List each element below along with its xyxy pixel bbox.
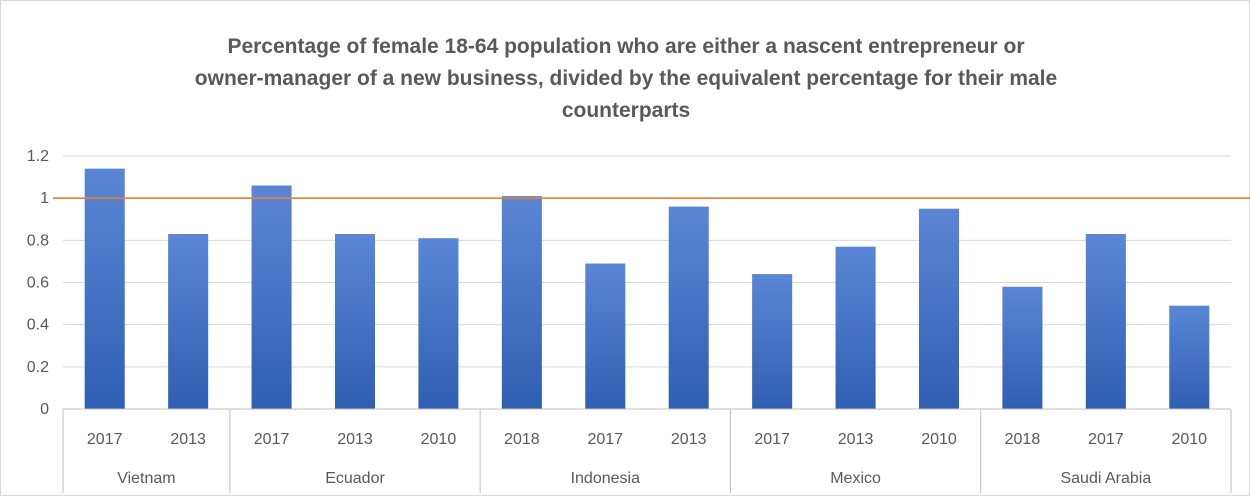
y-tick-label: 0	[40, 401, 49, 418]
bar	[418, 238, 459, 409]
x-tick-label: 2018	[504, 431, 540, 448]
bar	[585, 263, 626, 409]
chart-title: Percentage of female 18-64 population wh…	[194, 35, 1058, 122]
group-label: Ecuador	[325, 470, 385, 487]
y-tick-label: 1	[40, 190, 49, 207]
x-tick-label: 2017	[254, 431, 290, 448]
group-label: Mexico	[830, 470, 881, 487]
bar	[1085, 234, 1126, 409]
bar	[251, 185, 292, 409]
bar	[501, 196, 542, 409]
y-tick-label: 0.8	[27, 232, 49, 249]
group-label: Vietnam	[117, 470, 175, 487]
x-tick-label: 2010	[421, 431, 457, 448]
bar	[1002, 286, 1043, 409]
y-tick-label: 1.2	[27, 148, 49, 165]
bar	[84, 168, 125, 409]
bar	[668, 206, 709, 409]
bar	[168, 234, 209, 409]
x-tick-label: 2013	[170, 431, 206, 448]
bar	[752, 274, 793, 409]
y-tick-label: 0.2	[27, 359, 49, 376]
x-tick-label: 2013	[671, 431, 707, 448]
bar	[835, 246, 876, 409]
x-tick-label: 2017	[1088, 431, 1124, 448]
x-tick-label: 2018	[1005, 431, 1041, 448]
group-label: Indonesia	[571, 470, 640, 487]
x-tick-label: 2013	[337, 431, 373, 448]
group-label: Saudi Arabia	[1060, 470, 1151, 487]
y-tick-label: 0.4	[27, 317, 49, 334]
x-tick-label: 2017	[754, 431, 790, 448]
x-tick-label: 2017	[87, 431, 123, 448]
x-tick-label: 2010	[921, 431, 957, 448]
x-tick-label: 2013	[838, 431, 874, 448]
bar	[918, 208, 960, 409]
bar	[1169, 305, 1210, 409]
y-tick-label: 0.6	[27, 275, 49, 292]
x-tick-label: 2017	[587, 431, 623, 448]
bar	[334, 234, 376, 409]
x-tick-label: 2010	[1171, 431, 1207, 448]
